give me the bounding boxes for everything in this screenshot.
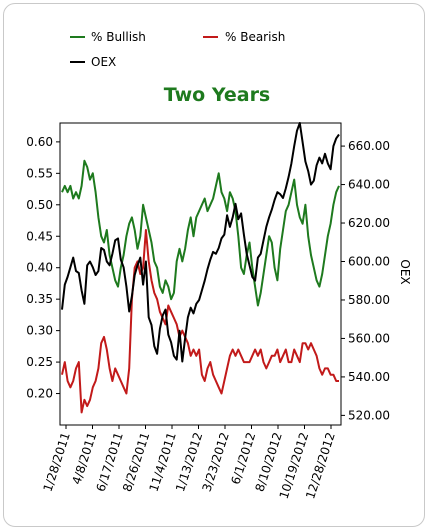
y-tick-label-7: 0.55 — [26, 166, 53, 180]
y2-tick-label-2: 560.00 — [348, 331, 390, 345]
legend: % Bullish % Bearish OEX — [70, 30, 285, 69]
y-tick-label-8: 0.60 — [26, 135, 53, 149]
x-tick-label-1: 4/8/2011 — [69, 431, 99, 487]
y-tick-label-1: 0.25 — [26, 355, 53, 369]
y-tick-label-4: 0.40 — [26, 261, 53, 275]
y-tick-label-3: 0.35 — [26, 292, 53, 306]
y2-tick-label-1: 540.00 — [348, 370, 390, 384]
y-tick-label-0: 0.20 — [26, 387, 53, 401]
x-tick-label-7: 6/1/2012 — [228, 431, 258, 487]
series-line-bullish — [61, 159, 340, 307]
y2-tick-label-5: 620.00 — [348, 216, 390, 230]
series-line-bearish — [61, 229, 339, 414]
plot-area: 0.20 0.25 0.30 0.35 0.40 0.45 0.50 0.55 0.60 520.… — [26, 122, 390, 501]
chart-frame — [3, 3, 425, 527]
legend-label-bearish: % Bearish — [225, 30, 285, 44]
y2-tick-label-4: 600.00 — [348, 254, 390, 268]
y2-tick-label-3: 580.00 — [348, 293, 390, 307]
x-tick-label-0: 1/28/2011 — [41, 431, 73, 494]
x-tick-label-6: 3/23/2012 — [200, 431, 232, 494]
y-tick-label-2: 0.30 — [26, 324, 53, 338]
series-line-oex — [61, 122, 340, 363]
legend-label-oex: OEX — [91, 55, 116, 69]
y2-tick-label-6: 640.00 — [348, 178, 390, 192]
chart-title: Two Years — [164, 84, 271, 106]
y2-tick-label-7: 660.00 — [348, 139, 390, 153]
y2-tick-label-0: 520.00 — [348, 408, 390, 422]
y-tick-label-5: 0.45 — [26, 229, 53, 243]
y-tick-label-6: 0.50 — [26, 198, 53, 212]
legend-label-bullish: % Bullish — [91, 30, 146, 44]
y2-axis-label: OEX — [398, 259, 412, 284]
plot-border — [59, 122, 342, 426]
